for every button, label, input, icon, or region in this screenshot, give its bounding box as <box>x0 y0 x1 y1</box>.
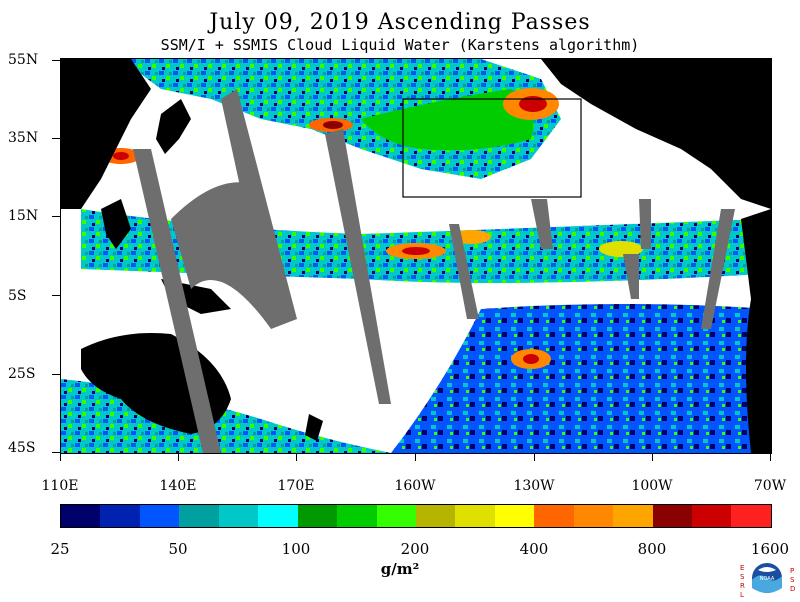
colorbar-swatch <box>731 505 771 527</box>
map-subtitle: SSM/I + SSMIS Cloud Liquid Water (Karste… <box>160 36 640 54</box>
colorbar-swatch <box>179 505 219 527</box>
new-zealand-landmass <box>305 414 323 441</box>
colorbar-label-25: 25 <box>50 540 70 558</box>
logo-letter-e: E <box>740 564 744 572</box>
colorbar-swatch <box>573 505 614 527</box>
cloud-water-map <box>60 58 772 454</box>
colorbar-swatch <box>61 505 101 527</box>
lon-label-110e: 110E <box>41 478 79 494</box>
lat-label-5s: 5S <box>8 288 27 304</box>
lat-label-25s: 25S <box>8 366 36 382</box>
lat-label-55n: 55N <box>8 52 39 68</box>
lat-tick <box>52 138 60 139</box>
map-svg <box>61 59 771 453</box>
lon-label-130w: 130W <box>513 478 555 494</box>
lon-label-70w: 70W <box>753 478 787 494</box>
lat-tick <box>52 295 60 296</box>
colorbar-swatch <box>100 505 140 527</box>
colorbar-label-200: 200 <box>400 540 430 558</box>
lon-tick <box>652 453 653 461</box>
lat-label-45s: 45S <box>8 440 36 456</box>
colorbar-label-1600: 1600 <box>750 540 790 558</box>
colorbar-swatch <box>376 505 416 527</box>
colorbar-swatch <box>139 505 180 527</box>
colorbar-label-100: 100 <box>281 540 311 558</box>
map-title: July 09, 2019 Ascending Passes <box>209 10 591 35</box>
lat-label-15n: 15N <box>8 208 39 224</box>
logo-center-text: NOAA <box>760 576 775 582</box>
lon-label-160w: 160W <box>394 478 436 494</box>
lat-tick <box>52 374 60 375</box>
colorbar-label-400: 400 <box>519 540 549 558</box>
asia-landmass <box>61 59 151 209</box>
colorbar-swatch <box>652 505 692 527</box>
lat-label-35n: 35N <box>8 130 39 146</box>
colorbar-swatch <box>534 505 574 527</box>
lon-tick <box>534 453 535 461</box>
colorbar-swatch <box>494 505 535 527</box>
logo-letter-d: D <box>790 585 795 593</box>
lat-tick <box>52 60 60 61</box>
lon-tick <box>178 453 179 461</box>
colorbar-units: g/m² <box>380 560 420 578</box>
lon-label-170e: 170E <box>277 478 315 494</box>
noaa-logo: E S R L NOAA P S D <box>736 558 798 599</box>
colorbar <box>60 504 772 528</box>
lon-tick <box>415 453 416 461</box>
lon-tick <box>60 453 61 461</box>
lon-label-140e: 140E <box>159 478 197 494</box>
logo-letter-l: L <box>740 591 744 598</box>
logo-letter-p: P <box>790 567 794 575</box>
colorbar-swatch <box>415 505 456 527</box>
colorbar-label-800: 800 <box>637 540 667 558</box>
colorbar-swatch <box>258 505 298 527</box>
region-box <box>402 98 582 198</box>
north-america-landmass <box>541 59 771 209</box>
lat-tick <box>52 216 60 217</box>
colorbar-swatch <box>613 505 653 527</box>
lon-tick <box>296 453 297 461</box>
colorbar-label-50: 50 <box>168 540 188 558</box>
lon-label-100w: 100W <box>631 478 673 494</box>
colorbar-swatch <box>218 505 259 527</box>
colorbar-swatch <box>337 505 377 527</box>
logo-letter-r: R <box>740 582 745 590</box>
logo-letter-s: S <box>740 573 745 581</box>
south-america-landmass <box>741 209 771 453</box>
japan-landmass <box>156 99 191 154</box>
colorbar-swatch <box>692 505 732 527</box>
missing-data-swaths <box>133 89 735 453</box>
colorbar-swatch <box>297 505 338 527</box>
philippines-landmass <box>101 199 131 249</box>
lat-tick <box>52 452 60 453</box>
cloud-field-north <box>101 59 561 179</box>
colorbar-swatch <box>455 505 495 527</box>
logo-letter-s2: S <box>790 576 795 584</box>
lon-tick <box>770 453 771 461</box>
